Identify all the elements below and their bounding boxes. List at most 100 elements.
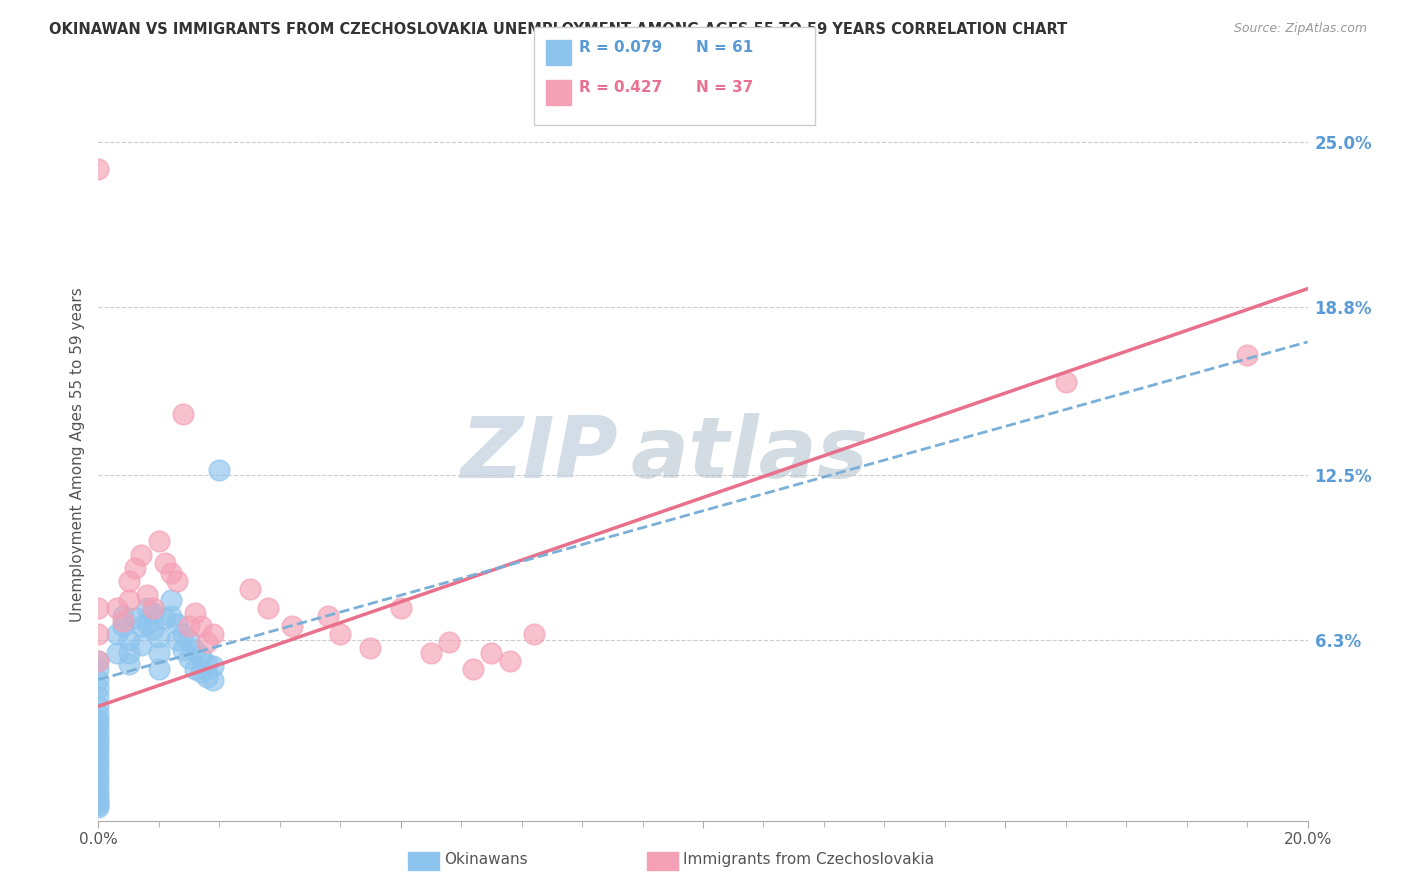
Point (105, 600, 128, 615)
Point (498, 654, 520, 668)
Point (329, 627, 352, 641)
Point (124, 611, 146, 625)
Point (87, 673, 110, 687)
Point (87, 787, 110, 801)
Point (142, 606, 165, 620)
Point (105, 627, 128, 641)
Point (166, 632, 188, 647)
Point (420, 646, 443, 660)
Point (118, 593, 141, 607)
Point (142, 622, 165, 636)
Point (1236, 348, 1258, 362)
Text: atlas: atlas (630, 413, 869, 497)
Text: Source: ZipAtlas.com: Source: ZipAtlas.com (1233, 22, 1367, 36)
Text: OKINAWAN VS IMMIGRANTS FROM CZECHOSLOVAKIA UNEMPLOYMENT AMONG AGES 55 TO 59 YEAR: OKINAWAN VS IMMIGRANTS FROM CZECHOSLOVAK… (49, 22, 1067, 37)
Point (463, 662, 485, 676)
Point (87, 654, 110, 668)
Point (160, 566, 183, 581)
Point (1054, 375, 1077, 389)
Point (148, 630, 170, 644)
Point (172, 627, 194, 641)
Point (87, 792, 110, 806)
Point (523, 627, 546, 641)
Point (87, 744, 110, 758)
Point (172, 407, 194, 421)
Point (179, 632, 201, 647)
Point (179, 651, 201, 665)
Point (87, 723, 110, 738)
Point (135, 616, 157, 631)
Point (118, 657, 141, 671)
Point (87, 681, 110, 695)
Point (87, 161, 110, 176)
Text: R = 0.079: R = 0.079 (579, 40, 662, 55)
Point (87, 600, 110, 615)
Point (87, 797, 110, 812)
Point (87, 707, 110, 722)
Point (184, 643, 207, 657)
Text: Okinawans: Okinawans (444, 852, 527, 867)
Point (208, 462, 231, 476)
Point (195, 657, 218, 671)
Point (190, 619, 212, 633)
Point (129, 548, 152, 562)
Point (389, 600, 412, 615)
Point (87, 662, 110, 676)
Point (153, 611, 176, 625)
Point (118, 574, 141, 589)
Point (184, 662, 207, 676)
Point (87, 627, 110, 641)
Point (135, 588, 157, 602)
Point (142, 600, 165, 615)
Point (118, 632, 141, 647)
Text: ZIP: ZIP (461, 413, 619, 497)
Point (316, 608, 339, 623)
Point (87, 760, 110, 774)
Point (87, 776, 110, 790)
Text: R = 0.427: R = 0.427 (579, 80, 662, 95)
Point (148, 646, 170, 660)
Point (160, 593, 183, 607)
Point (87, 734, 110, 748)
Point (129, 619, 152, 633)
Point (105, 646, 128, 660)
Point (87, 713, 110, 727)
Point (111, 619, 134, 633)
Point (87, 771, 110, 785)
Point (184, 606, 207, 620)
Point (195, 635, 218, 649)
Point (148, 534, 170, 549)
Point (148, 662, 170, 676)
Point (87, 795, 110, 809)
Point (437, 635, 460, 649)
Point (129, 638, 152, 652)
Point (124, 561, 146, 575)
Point (111, 614, 134, 628)
Point (87, 654, 110, 668)
Point (202, 659, 225, 673)
Point (281, 619, 304, 633)
Point (190, 665, 212, 679)
Point (166, 574, 188, 589)
Point (160, 608, 183, 623)
Point (481, 646, 503, 660)
Point (87, 689, 110, 703)
Point (87, 699, 110, 714)
Point (87, 765, 110, 780)
Point (360, 640, 382, 655)
Point (172, 643, 194, 657)
Y-axis label: Unemployment Among Ages 55 to 59 years: Unemployment Among Ages 55 to 59 years (69, 287, 84, 623)
Point (166, 616, 188, 631)
Point (118, 646, 141, 660)
Point (87, 739, 110, 754)
Point (153, 556, 176, 570)
Text: N = 61: N = 61 (696, 40, 754, 55)
Text: N = 37: N = 37 (696, 80, 754, 95)
Point (87, 729, 110, 743)
Point (135, 600, 157, 615)
Point (87, 749, 110, 764)
Point (195, 670, 218, 684)
Point (202, 627, 225, 641)
Point (87, 718, 110, 732)
Point (202, 673, 225, 687)
